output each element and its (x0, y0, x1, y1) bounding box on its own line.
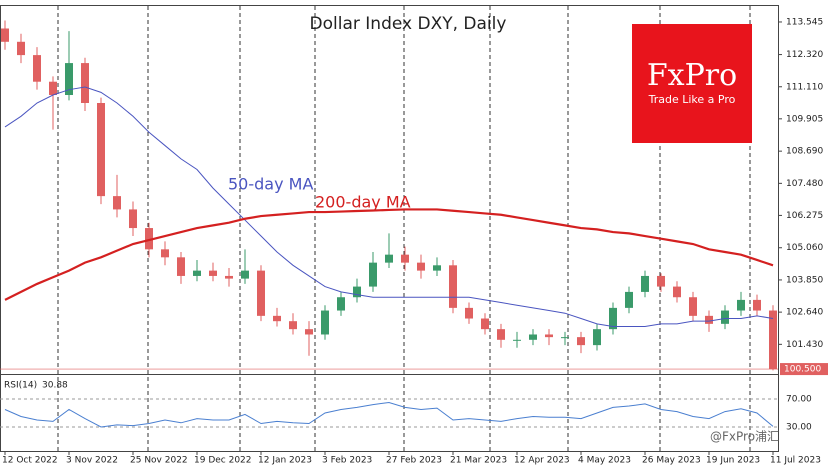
candle-body (449, 265, 457, 308)
candle-body (577, 337, 585, 346)
candle-body (1, 28, 9, 42)
y-tick-label: 70.00 (786, 395, 812, 405)
candle-body (209, 270, 217, 276)
x-tick-label: 26 May 2023 (642, 456, 701, 466)
candle-body (513, 339, 521, 341)
candle-body (17, 41, 25, 56)
candle-body (529, 334, 537, 340)
candle-body (721, 310, 729, 324)
candle-body (145, 228, 153, 250)
x-tick-label: 12 Jan 2023 (258, 456, 312, 466)
chart-title: Dollar Index DXY, Daily (310, 14, 507, 34)
candle-body (481, 318, 489, 330)
candle-body (369, 262, 377, 287)
price-tag-label: 100.500 (784, 365, 821, 375)
candle-body (65, 63, 73, 96)
y-tick-label: 111.110 (786, 82, 823, 92)
candle-body (97, 102, 105, 197)
candle-body (737, 299, 745, 311)
rsi-line (4, 401, 774, 428)
logo-box (632, 24, 752, 143)
rsi-last: 30.88 (42, 381, 68, 391)
candle-body (161, 249, 169, 258)
y-tick-label: 105.060 (786, 243, 823, 253)
candle-body (465, 307, 473, 319)
price-tag (780, 363, 828, 376)
x-tick-label: 12 Oct 2022 (2, 456, 58, 466)
candle-body (241, 270, 249, 279)
x-tick-label: 25 Nov 2022 (130, 456, 188, 466)
ma-line (4, 208, 774, 301)
candle-body (401, 254, 409, 263)
x-tick-label: 19 Dec 2022 (194, 456, 252, 466)
y-tick-label: 109.905 (786, 114, 823, 124)
candle-body (561, 337, 569, 339)
candle-body (129, 209, 137, 229)
ma-line (4, 86, 774, 327)
candle-body (337, 297, 345, 311)
candle-body (321, 310, 329, 335)
candle-body (545, 334, 553, 338)
candle-body (609, 307, 617, 330)
y-tick-label: 106.275 (786, 211, 823, 221)
x-tick-label: 19 Jun 2023 (706, 456, 760, 466)
y-tick-label: 107.480 (786, 179, 823, 189)
x-tick-label: 3 Nov 2022 (66, 456, 118, 466)
candle-body (689, 297, 697, 316)
x-tick-label: 11 Jul 2023 (770, 456, 821, 466)
candle-body (497, 329, 505, 340)
candle-body (657, 275, 665, 287)
x-tick-label: 4 May 2023 (578, 456, 631, 466)
candle-body (33, 55, 41, 82)
candle-body (353, 286, 361, 298)
y-tick-label: 103.850 (786, 275, 823, 285)
x-tick-label: 27 Feb 2023 (386, 456, 442, 466)
candle-body (193, 270, 201, 276)
candle-body (625, 291, 633, 308)
watermark: @FxPro浦汇 (710, 430, 779, 444)
candle-body (753, 299, 761, 311)
rsi-label: RSI(14) (4, 381, 37, 391)
candle-body (177, 257, 185, 276)
y-tick-label: 113.545 (786, 17, 823, 27)
candle-body (257, 270, 265, 316)
y-tick-label: 112.320 (786, 50, 823, 60)
candle-body (81, 63, 89, 103)
candle-body (273, 315, 281, 322)
candle-body (593, 329, 601, 346)
y-tick-label: 101.430 (786, 340, 823, 350)
candle-body (641, 275, 649, 292)
y-tick-label: 102.640 (786, 308, 823, 318)
candle-body (769, 310, 777, 370)
candle-body (49, 81, 57, 96)
candle-body (673, 286, 681, 298)
candle-body (705, 315, 713, 324)
candle-body (289, 321, 297, 330)
candle-body (433, 265, 441, 271)
candle-body (225, 275, 233, 279)
x-tick-label: 3 Feb 2023 (322, 456, 372, 466)
logo-brand: FxPro (647, 58, 737, 93)
candle-body (417, 262, 425, 271)
candle-body (305, 329, 313, 335)
y-tick-label: 108.690 (786, 147, 823, 157)
series-label: 50-day MA (228, 175, 313, 194)
logo-tagline: Trade Like a Pro (648, 93, 736, 106)
candle-body (113, 196, 121, 210)
y-tick-label: 30.00 (786, 423, 812, 433)
series-label: 200-day MA (315, 193, 411, 212)
x-tick-label: 12 Apr 2023 (514, 456, 570, 466)
x-tick-label: 21 Mar 2023 (450, 456, 507, 466)
candle-body (385, 254, 393, 263)
